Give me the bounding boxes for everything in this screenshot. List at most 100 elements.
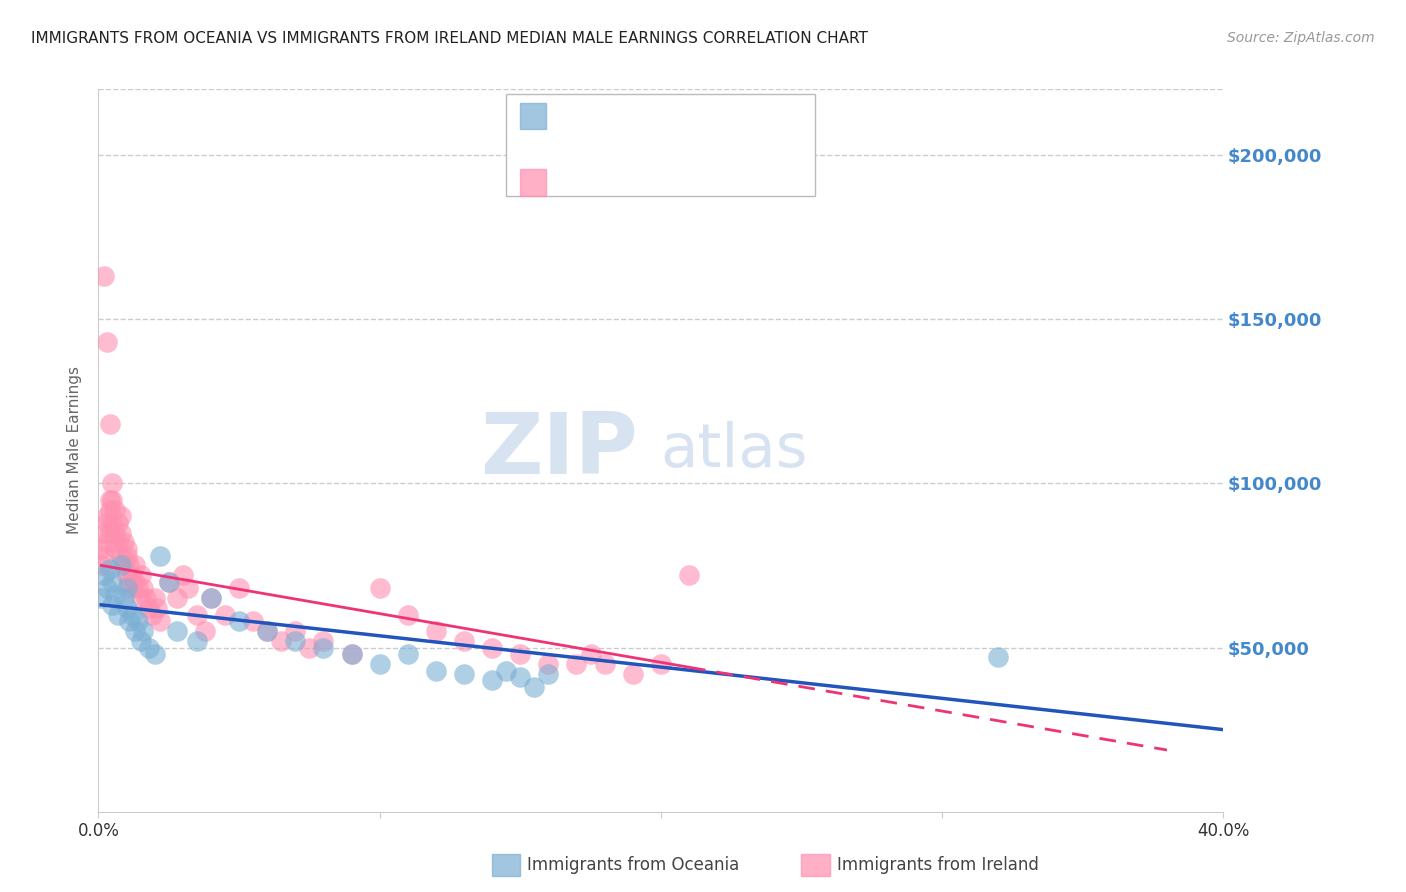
Point bbox=[121, 607, 143, 622]
Point bbox=[214, 607, 236, 622]
Point bbox=[121, 568, 143, 582]
Text: Immigrants from Oceania: Immigrants from Oceania bbox=[527, 856, 740, 874]
Point bbox=[101, 516, 124, 530]
Text: R = -0.321   N = 30: R = -0.321 N = 30 bbox=[557, 103, 742, 120]
Point bbox=[129, 568, 152, 582]
Point bbox=[96, 334, 118, 349]
Point bbox=[90, 558, 112, 573]
Point bbox=[93, 525, 115, 540]
Point bbox=[186, 607, 208, 622]
Point bbox=[101, 574, 124, 589]
Point bbox=[118, 614, 141, 628]
Point bbox=[110, 558, 132, 573]
Point bbox=[481, 673, 503, 688]
Point bbox=[115, 601, 138, 615]
Point bbox=[141, 607, 163, 622]
Point bbox=[115, 582, 138, 596]
Point bbox=[132, 624, 155, 639]
Point bbox=[242, 614, 264, 628]
Point bbox=[678, 568, 700, 582]
Text: Source: ZipAtlas.com: Source: ZipAtlas.com bbox=[1227, 31, 1375, 45]
Point bbox=[112, 535, 135, 549]
Point bbox=[453, 666, 475, 681]
Point bbox=[98, 525, 121, 540]
Point bbox=[96, 582, 118, 596]
Point bbox=[129, 634, 152, 648]
Point bbox=[425, 664, 447, 678]
Point bbox=[101, 598, 124, 612]
Point bbox=[256, 624, 278, 639]
Point bbox=[132, 582, 155, 596]
Point bbox=[340, 647, 363, 661]
Point bbox=[270, 634, 292, 648]
Point bbox=[200, 591, 222, 606]
Point bbox=[565, 657, 588, 671]
Point bbox=[157, 574, 180, 589]
Point bbox=[312, 634, 335, 648]
Point bbox=[537, 666, 560, 681]
Point bbox=[298, 640, 321, 655]
Point bbox=[101, 492, 124, 507]
Point bbox=[368, 582, 391, 596]
Point bbox=[284, 624, 307, 639]
Point bbox=[312, 640, 335, 655]
Point bbox=[149, 549, 172, 563]
Point bbox=[495, 664, 517, 678]
Point bbox=[396, 647, 419, 661]
Point bbox=[110, 525, 132, 540]
Point bbox=[110, 509, 132, 524]
Point bbox=[129, 591, 152, 606]
Point bbox=[284, 634, 307, 648]
Point bbox=[481, 640, 503, 655]
Point bbox=[98, 562, 121, 576]
Point bbox=[118, 558, 141, 573]
Point bbox=[90, 541, 112, 556]
Point bbox=[143, 647, 166, 661]
Point bbox=[93, 549, 115, 563]
Point bbox=[987, 650, 1010, 665]
Point bbox=[110, 549, 132, 563]
Point bbox=[143, 591, 166, 606]
Point bbox=[166, 591, 188, 606]
Point bbox=[138, 640, 160, 655]
Point bbox=[172, 568, 194, 582]
Point bbox=[135, 591, 157, 606]
Point bbox=[118, 574, 141, 589]
Text: R = -0.152   N = 74: R = -0.152 N = 74 bbox=[557, 169, 742, 187]
Point bbox=[124, 558, 146, 573]
Point bbox=[146, 601, 169, 615]
Point bbox=[537, 657, 560, 671]
Point bbox=[396, 607, 419, 622]
Point bbox=[138, 601, 160, 615]
Text: Immigrants from Ireland: Immigrants from Ireland bbox=[837, 856, 1039, 874]
Point bbox=[115, 568, 138, 582]
Point bbox=[104, 588, 127, 602]
Point bbox=[166, 624, 188, 639]
Point bbox=[340, 647, 363, 661]
Point bbox=[96, 509, 118, 524]
Point bbox=[124, 574, 146, 589]
Point bbox=[104, 541, 127, 556]
Point bbox=[523, 680, 546, 694]
Point bbox=[98, 492, 121, 507]
Point bbox=[425, 624, 447, 639]
Point bbox=[93, 568, 115, 582]
Point bbox=[650, 657, 672, 671]
Point bbox=[186, 634, 208, 648]
Text: IMMIGRANTS FROM OCEANIA VS IMMIGRANTS FROM IRELAND MEDIAN MALE EARNINGS CORRELAT: IMMIGRANTS FROM OCEANIA VS IMMIGRANTS FR… bbox=[31, 31, 868, 46]
Point bbox=[104, 502, 127, 516]
Point bbox=[149, 614, 172, 628]
Point bbox=[112, 591, 135, 606]
Point bbox=[104, 525, 127, 540]
Point bbox=[579, 647, 602, 661]
Point bbox=[228, 582, 250, 596]
Point bbox=[107, 535, 129, 549]
Point bbox=[200, 591, 222, 606]
Point bbox=[98, 417, 121, 432]
Point bbox=[101, 476, 124, 491]
Point bbox=[115, 549, 138, 563]
Point bbox=[115, 541, 138, 556]
Text: ZIP: ZIP bbox=[481, 409, 638, 492]
Point bbox=[112, 558, 135, 573]
Point bbox=[177, 582, 200, 596]
